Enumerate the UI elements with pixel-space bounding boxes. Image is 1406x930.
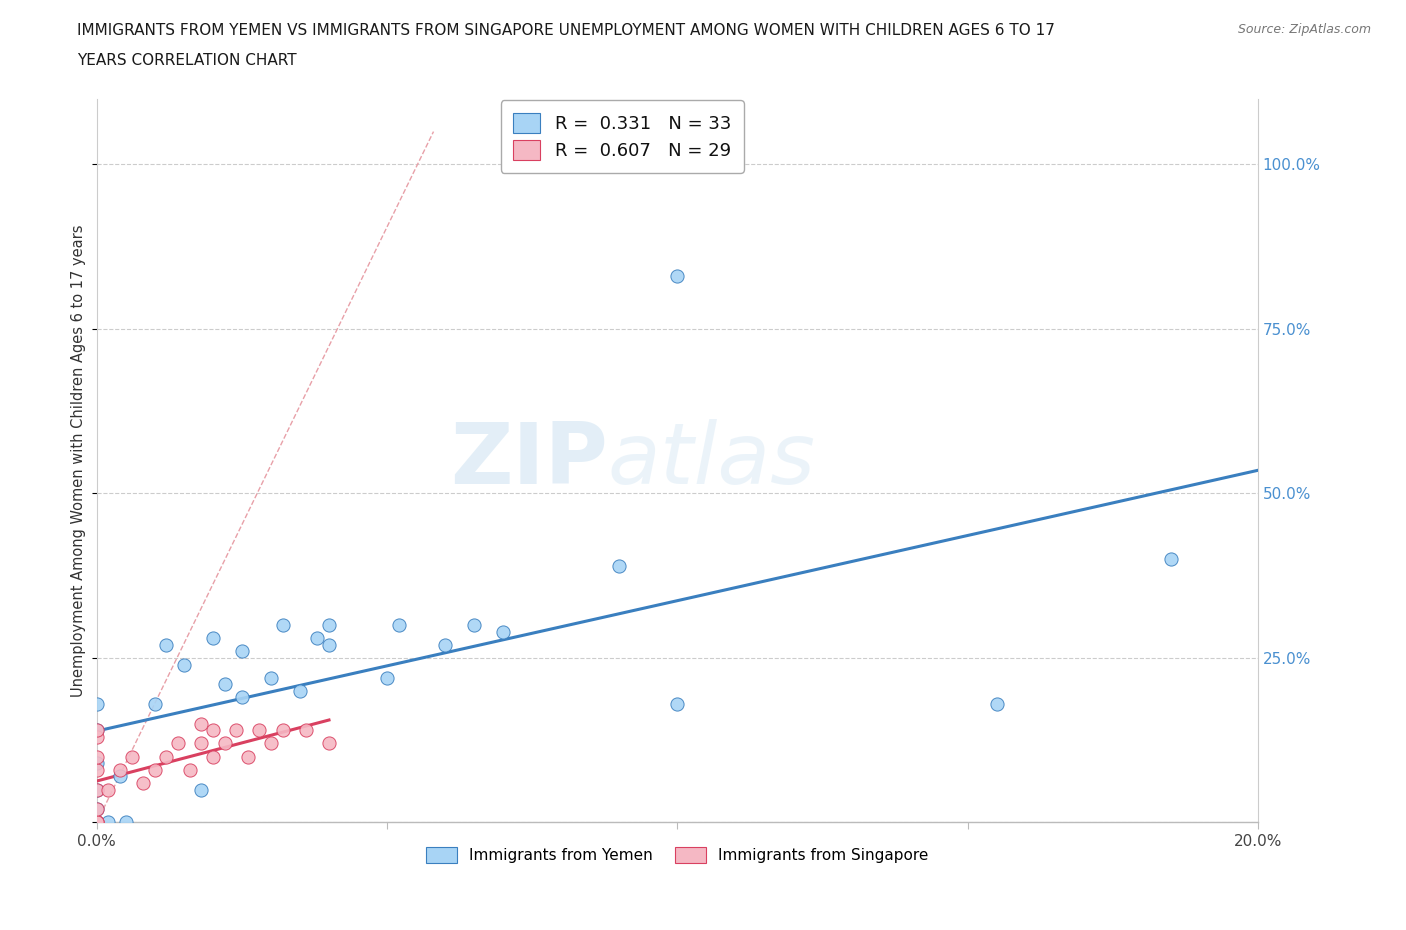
Point — [388, 618, 411, 632]
Point — [307, 631, 329, 645]
Text: YEARS CORRELATION CHART: YEARS CORRELATION CHART — [77, 53, 297, 68]
Point — [97, 815, 120, 830]
Point — [86, 723, 108, 737]
Y-axis label: Unemployment Among Women with Children Ages 6 to 17 years: Unemployment Among Women with Children A… — [72, 224, 86, 697]
Point — [86, 723, 108, 737]
Point — [86, 729, 108, 744]
Point — [666, 697, 689, 711]
Point — [167, 736, 190, 751]
Point — [86, 763, 108, 777]
Point — [179, 763, 201, 777]
Point — [86, 802, 108, 817]
Point — [247, 723, 270, 737]
Point — [155, 750, 177, 764]
Point — [986, 697, 1008, 711]
Point — [236, 750, 259, 764]
Point — [201, 750, 224, 764]
Point — [143, 763, 166, 777]
Text: ZIP: ZIP — [450, 419, 607, 502]
Point — [318, 618, 340, 632]
Point — [225, 723, 247, 737]
Point — [375, 671, 398, 685]
Legend: Immigrants from Yemen, Immigrants from Singapore: Immigrants from Yemen, Immigrants from S… — [420, 841, 935, 869]
Point — [271, 723, 294, 737]
Point — [666, 269, 689, 284]
Point — [86, 802, 108, 817]
Point — [86, 782, 108, 797]
Point — [214, 736, 236, 751]
Point — [1160, 551, 1182, 566]
Point — [318, 637, 340, 652]
Point — [86, 750, 108, 764]
Point — [231, 644, 253, 658]
Point — [288, 684, 311, 698]
Point — [143, 697, 166, 711]
Point — [231, 690, 253, 705]
Point — [114, 815, 136, 830]
Point — [86, 815, 108, 830]
Point — [201, 631, 224, 645]
Point — [260, 671, 283, 685]
Point — [121, 750, 143, 764]
Point — [607, 558, 630, 573]
Point — [214, 677, 236, 692]
Point — [492, 624, 515, 639]
Point — [201, 723, 224, 737]
Point — [86, 815, 108, 830]
Point — [155, 637, 177, 652]
Point — [108, 769, 131, 784]
Point — [173, 658, 195, 672]
Point — [97, 782, 120, 797]
Point — [86, 815, 108, 830]
Point — [86, 782, 108, 797]
Point — [132, 776, 155, 790]
Point — [294, 723, 316, 737]
Point — [463, 618, 485, 632]
Point — [190, 716, 212, 731]
Text: IMMIGRANTS FROM YEMEN VS IMMIGRANTS FROM SINGAPORE UNEMPLOYMENT AMONG WOMEN WITH: IMMIGRANTS FROM YEMEN VS IMMIGRANTS FROM… — [77, 23, 1056, 38]
Point — [86, 815, 108, 830]
Point — [260, 736, 283, 751]
Text: atlas: atlas — [607, 419, 815, 502]
Point — [271, 618, 294, 632]
Point — [434, 637, 457, 652]
Point — [86, 697, 108, 711]
Point — [86, 756, 108, 771]
Text: Source: ZipAtlas.com: Source: ZipAtlas.com — [1237, 23, 1371, 36]
Point — [190, 736, 212, 751]
Point — [318, 736, 340, 751]
Point — [108, 763, 131, 777]
Point — [190, 782, 212, 797]
